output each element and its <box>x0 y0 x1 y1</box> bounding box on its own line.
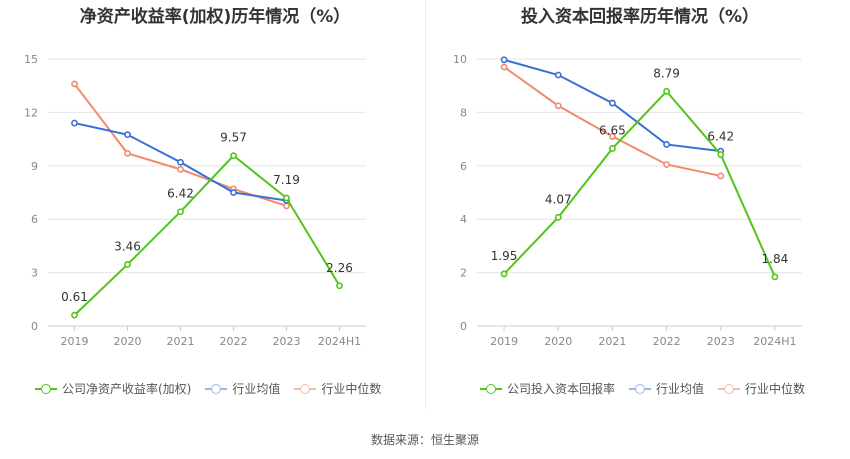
x-tick-label: 2023 <box>273 335 301 348</box>
data-point <box>124 131 131 139</box>
data-point <box>71 119 78 127</box>
panel-divider <box>425 0 426 410</box>
data-point <box>71 80 78 88</box>
x-tick-label: 2021 <box>167 335 195 348</box>
data-point <box>71 311 78 319</box>
data-point <box>609 99 616 107</box>
data-point <box>230 152 237 160</box>
data-label: 6.65 <box>599 123 626 137</box>
x-tick-label: 2020 <box>114 335 142 348</box>
data-label: 0.61 <box>61 290 88 304</box>
legend-line-icon <box>294 383 317 394</box>
x-tick-label: 2019 <box>61 335 89 348</box>
legend-label: 行业均值 <box>656 382 705 396</box>
legend-item-industry-avg[interactable]: 行业均值 <box>629 380 704 397</box>
data-point <box>554 213 562 221</box>
legend-label: 行业中位数 <box>745 382 806 396</box>
y-tick-label: 6 <box>460 160 467 173</box>
data-point <box>336 282 343 290</box>
data-point <box>283 194 290 202</box>
legend-item-industry-median[interactable]: 行业中位数 <box>718 380 805 397</box>
y-tick-label: 3 <box>31 267 38 280</box>
x-tick-label: 2024H1 <box>318 335 361 348</box>
data-point <box>177 165 184 173</box>
legend-label: 公司投入资本回报率 <box>507 382 616 396</box>
series-line <box>73 154 341 316</box>
data-point <box>124 261 131 268</box>
legend-item-company[interactable]: 公司净资产收益率(加权) <box>35 380 191 397</box>
data-point <box>663 161 670 168</box>
x-tick-label: 2022 <box>653 335 681 348</box>
data-point <box>609 133 616 140</box>
data-point <box>663 141 670 148</box>
x-tick-label: 2022 <box>220 335 248 348</box>
data-point <box>717 172 725 180</box>
x-tick-label: 2023 <box>707 335 735 348</box>
data-point <box>177 158 184 166</box>
x-tick-label: 2019 <box>490 335 518 348</box>
legend-line-icon <box>35 383 57 394</box>
data-label: 1.95 <box>491 249 518 263</box>
legend-item-industry-median[interactable]: 行业中位数 <box>294 380 381 397</box>
data-label: 8.79 <box>653 66 680 80</box>
y-tick-label: 6 <box>31 213 38 226</box>
x-tick-label: 2024H1 <box>753 335 796 348</box>
data-point <box>177 208 184 216</box>
data-point <box>771 273 779 281</box>
legend-item-company[interactable]: 公司投入资本回报率 <box>480 380 615 397</box>
data-label: 3.46 <box>114 239 141 253</box>
series-line <box>503 66 721 177</box>
roic-line-chart: 0 2 4 6 8 10 2019 2020 2021 2022 2023 2024H1 1.95 4.0… <box>453 53 802 348</box>
data-point <box>554 71 562 79</box>
data-point <box>124 149 131 157</box>
data-label: 6.42 <box>167 187 194 201</box>
data-label: 6.42 <box>707 130 734 144</box>
data-label: 7.19 <box>273 173 300 187</box>
legend-line-icon <box>205 383 228 394</box>
data-point <box>663 87 670 95</box>
legend-line-icon <box>718 383 741 394</box>
legend-item-industry-avg[interactable]: 行业均值 <box>205 380 280 397</box>
data-point <box>609 145 616 152</box>
data-label: 1.84 <box>762 252 789 266</box>
data-point <box>283 202 290 210</box>
legend-label: 行业均值 <box>232 382 281 396</box>
y-tick-label: 8 <box>460 106 467 119</box>
y-tick-label: 10 <box>453 53 467 66</box>
left-legend: 公司净资产收益率(加权) 行业均值 行业中位数 <box>35 380 381 397</box>
y-tick-label: 12 <box>24 106 38 119</box>
series-line <box>503 89 776 278</box>
data-label: 4.07 <box>545 192 572 206</box>
x-tick-label: 2020 <box>544 335 572 348</box>
right-legend: 公司投入资本回报率 行业均值 行业中位数 <box>480 380 805 397</box>
y-tick-label: 2 <box>460 267 467 280</box>
legend-line-icon <box>480 383 502 394</box>
y-tick-label: 15 <box>24 53 38 66</box>
data-point <box>500 270 508 278</box>
data-point <box>500 63 508 71</box>
legend-label: 公司净资产收益率(加权) <box>62 382 192 396</box>
left-chart-title: 净资产收益率(加权)历年情况（%） <box>79 7 351 27</box>
data-label: 9.57 <box>220 131 247 145</box>
legend-line-icon <box>629 383 652 394</box>
data-point <box>717 151 725 158</box>
legend-label: 行业中位数 <box>321 382 382 396</box>
roe-line-chart: 0 3 6 9 12 15 2019 2020 2021 2022 2023 2024H1 0.61 3.… <box>24 53 366 348</box>
y-tick-label: 0 <box>460 320 467 333</box>
data-point <box>500 56 508 64</box>
data-point <box>554 102 562 110</box>
x-tick-label: 2021 <box>598 335 626 348</box>
data-point <box>230 189 237 196</box>
data-source-note: 数据来源：恒生聚源 <box>370 433 479 447</box>
y-tick-label: 4 <box>460 213 467 226</box>
y-tick-label: 0 <box>31 320 38 333</box>
data-label: 2.26 <box>326 261 353 275</box>
y-tick-label: 9 <box>31 160 38 173</box>
right-chart-title: 投入资本回报率历年情况（%） <box>520 7 760 27</box>
